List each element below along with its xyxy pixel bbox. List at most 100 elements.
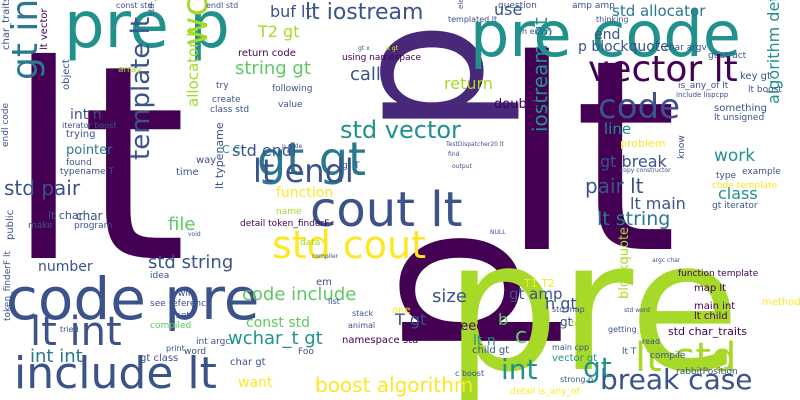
word-include-lispcpp: include lispcpp [676, 91, 729, 99]
word-int: int [501, 353, 538, 386]
word-include-lt: include lt [14, 348, 217, 399]
word-time: time [176, 167, 199, 178]
word-namespace-std: namespace std [342, 335, 419, 346]
word-templated-lt: templated lt [448, 15, 498, 24]
word-gt-x: gt x [358, 45, 370, 52]
word-name: name [276, 207, 302, 217]
word-number: number [38, 259, 93, 275]
word-something: something [714, 103, 767, 114]
word-code: code [598, 87, 680, 127]
word-print: print [166, 344, 185, 353]
word-lt-boost: lt boost [748, 85, 782, 95]
word-find: find [448, 151, 460, 158]
word-int-arg: int argc [196, 337, 231, 347]
word-detail-token-finderf: detail token_finderF [240, 219, 330, 229]
word-create: create [212, 95, 241, 105]
word-char-traits-lt: char_traits lt [1, 0, 12, 50]
word-key-gt: key gt [740, 71, 771, 82]
word-p-blockquote: p blockquote [578, 39, 669, 55]
word-std-allocator: std allocator [612, 2, 706, 20]
word-class: class [718, 184, 758, 203]
word-problem: problem [620, 137, 666, 150]
word-following: following [272, 84, 313, 94]
word-wchar-t-gt: wchar_t gt [228, 328, 323, 349]
word-int-int: int int [30, 346, 83, 367]
word-method: method [762, 297, 800, 308]
word-typename-t: typename T [60, 167, 114, 177]
word-c-boost: c boost [455, 369, 485, 378]
word-gt-t: gt T [342, 161, 360, 171]
word-lt-iostream: lt iostream [305, 0, 424, 25]
word-b-gt: b [498, 310, 509, 329]
word-std-pair: std pair [4, 176, 81, 200]
word-strong-p: strong p [560, 375, 594, 384]
word-gt-gt: gt gt [257, 132, 367, 186]
word-will: will [178, 289, 193, 299]
word-work: work [714, 146, 756, 166]
word-stack: stack [352, 309, 374, 318]
word-gt-class: gt class [140, 353, 179, 364]
word-copy-constructor: copy constructor [620, 167, 671, 174]
word-way: way [196, 155, 217, 166]
word-endl-code: endl code [1, 102, 11, 147]
word-function-template: function template [678, 269, 759, 279]
word-code-include: code include [242, 284, 357, 305]
word-p-code: p code [282, 143, 303, 150]
word-use: use [494, 0, 523, 19]
word-template-lt: template lt [126, 16, 156, 160]
word-object: object [61, 59, 72, 90]
word-amp-amp: amp amp [572, 1, 615, 11]
word-lt-char: lt char [48, 209, 84, 222]
word-lt-t: lt T [622, 347, 637, 357]
word-getting: getting [608, 325, 637, 334]
word-size: size [432, 286, 467, 307]
word-return-code: return code [238, 48, 296, 59]
word-lt-2: lt [500, 4, 678, 312]
word-char-argv: char argv [664, 43, 707, 53]
word-compile: compile [650, 351, 686, 361]
word-lt-gt: lt gt [386, 45, 399, 52]
word-class-std: class std [210, 105, 250, 115]
word-lt-1: lt [6, 7, 187, 322]
word-function: function [276, 185, 334, 201]
word-iterator-boost: iterator boost [62, 121, 117, 130]
word-read: read [642, 337, 661, 346]
word-data: data [300, 238, 321, 248]
word-lt-typename: lt typename [213, 122, 226, 189]
word-std-vector: std vector [340, 116, 461, 144]
word-allocator-lt: allocator lt [184, 26, 202, 107]
word-token-finderf-lt: token_finderF lt [3, 250, 13, 321]
word-thinking: thinking [596, 15, 629, 24]
word-std-string: std string [148, 252, 234, 273]
word-main-cpp: main cpp [552, 343, 590, 352]
word-std-endl: std endl [232, 141, 297, 160]
word-set: set [176, 311, 190, 321]
word-one: one [392, 305, 411, 316]
word-t2-gt: T2 gt [258, 22, 300, 41]
word-const-std: const std [246, 315, 311, 331]
word-idea: idea [150, 271, 170, 281]
word-endl-std: endl std [206, 1, 239, 10]
word-cout-lt: cout lt [310, 182, 463, 238]
word-const-std-small: const std [116, 1, 153, 10]
word-std-char-traits: std char_traits [668, 325, 747, 338]
word-want: want [238, 375, 273, 391]
word-pre-code: pre code [470, 0, 741, 71]
word-gt-amp: gt amp [509, 285, 563, 303]
word-em: em [316, 277, 332, 288]
word-using-namespace: using namespace [342, 53, 422, 63]
word-value: value [278, 100, 303, 110]
word-lt-endl: lt endl [253, 152, 354, 190]
word-call: call [350, 64, 381, 85]
word-element: element [457, 0, 465, 9]
word-pair-lt: pair lt [585, 174, 644, 198]
word-std-map: std map [552, 305, 585, 314]
word-c-c: C C [222, 143, 241, 156]
word-return: return [444, 74, 493, 93]
word-need: need [452, 319, 485, 334]
word-gt-break: gt break [600, 152, 667, 171]
word-lt-int: lt int [30, 309, 122, 355]
word-c: c [515, 324, 528, 349]
word-try: try [216, 81, 229, 91]
